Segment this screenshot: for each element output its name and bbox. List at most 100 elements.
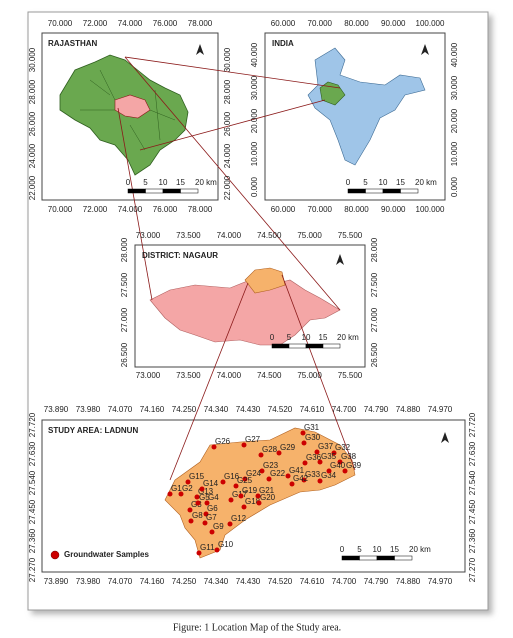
sample-point xyxy=(285,473,291,479)
scale-label: 10 xyxy=(159,178,168,187)
y-tick-label: 27.000 xyxy=(370,307,379,332)
scale-label: 15 xyxy=(390,545,399,554)
scale-label: 0 xyxy=(346,178,351,187)
sample-point xyxy=(289,481,295,487)
x-tick-label: 74.520 xyxy=(268,577,293,586)
scale-label: 15 xyxy=(319,333,328,342)
sample-point xyxy=(196,550,202,556)
scale-label: 15 xyxy=(176,178,185,187)
scale-label: 20 km xyxy=(409,545,431,554)
scale-label: 10 xyxy=(373,545,382,554)
x-tick-label: 74.250 xyxy=(172,577,197,586)
sample-label: G36 xyxy=(306,453,322,462)
sample-point xyxy=(300,430,306,436)
x-tick-label: 74.700 xyxy=(332,577,357,586)
sample-point xyxy=(209,529,215,535)
y-tick-label: 28.000 xyxy=(28,79,37,104)
sample-label: G7 xyxy=(206,513,217,522)
sample-label: G28 xyxy=(262,445,278,454)
x-tick-label: 70.000 xyxy=(308,19,333,28)
x-tick-label: 90.000 xyxy=(381,19,406,28)
y-tick-label: 40.000 xyxy=(450,42,459,67)
sample-point xyxy=(317,459,323,465)
caption: Figure: 1 Location Map of the Study area… xyxy=(173,622,341,633)
sample-label: G11 xyxy=(200,543,215,552)
scale-segment xyxy=(376,555,395,561)
scale-segment xyxy=(382,188,401,194)
sample-label: G40 xyxy=(330,461,346,470)
sample-point xyxy=(199,486,205,492)
x-tick-label: 70.000 xyxy=(48,19,73,28)
scale-segment xyxy=(322,343,341,349)
x-tick-label: 70.000 xyxy=(48,205,73,214)
x-tick-label: 74.700 xyxy=(332,405,357,414)
y-tick-label: 27.360 xyxy=(28,528,37,553)
sample-label: G27 xyxy=(245,435,261,444)
sample-label: G29 xyxy=(280,443,296,452)
x-tick-label: 74.000 xyxy=(118,205,143,214)
y-tick-label: 22.000 xyxy=(223,175,232,200)
x-tick-label: 74.160 xyxy=(140,405,165,414)
sample-label: G34 xyxy=(321,471,337,480)
y-tick-label: 27.720 xyxy=(468,412,477,437)
scale-segment xyxy=(145,188,164,194)
sample-label: G14 xyxy=(203,479,219,488)
sample-label: G21 xyxy=(259,486,275,495)
x-tick-label: 100.000 xyxy=(416,19,445,28)
y-tick-label: 24.000 xyxy=(28,143,37,168)
sample-point xyxy=(211,444,217,450)
sample-point xyxy=(194,494,200,500)
sample-point xyxy=(178,491,184,497)
x-tick-label: 78.000 xyxy=(188,205,213,214)
north-arrow xyxy=(336,254,344,265)
sample-point xyxy=(331,450,337,456)
scale-label: 0 xyxy=(270,333,275,342)
y-tick-label: 27.000 xyxy=(120,307,129,332)
scale-label: 0 xyxy=(126,178,131,187)
panel-title: RAJASTHAN xyxy=(48,39,98,48)
x-tick-label: 74.880 xyxy=(396,577,421,586)
sample-label: G32 xyxy=(335,443,351,452)
y-tick-label: 27.540 xyxy=(28,470,37,495)
x-tick-label: 74.250 xyxy=(172,405,197,414)
legend-label: Groundwater Samples xyxy=(64,550,149,559)
x-tick-label: 75.000 xyxy=(297,231,322,240)
x-tick-label: 74.070 xyxy=(108,577,133,586)
x-tick-label: 76.000 xyxy=(153,19,178,28)
scale-label: 20 km xyxy=(337,333,359,342)
sample-point xyxy=(241,442,247,448)
x-tick-label: 74.790 xyxy=(364,405,389,414)
scale-segment xyxy=(180,188,199,194)
y-tick-label: 20.000 xyxy=(250,108,259,133)
sample-label: G39 xyxy=(346,461,362,470)
y-tick-label: 20.000 xyxy=(450,108,459,133)
sample-label: G37 xyxy=(318,442,334,451)
x-tick-label: 74.610 xyxy=(300,405,325,414)
y-tick-label: 28.000 xyxy=(370,237,379,262)
scale-label: 20 km xyxy=(415,178,437,187)
sample-label: G25 xyxy=(237,476,253,485)
x-tick-label: 74.430 xyxy=(236,577,261,586)
sample-point xyxy=(195,500,201,506)
y-tick-label: 27.630 xyxy=(28,441,37,466)
scale-label: 5 xyxy=(357,545,362,554)
y-tick-label: 0.000 xyxy=(450,176,459,197)
x-tick-label: 74.070 xyxy=(108,405,133,414)
scale-segment xyxy=(341,555,360,561)
sample-point xyxy=(326,468,332,474)
x-tick-label: 75.000 xyxy=(297,371,322,380)
scale-label: 10 xyxy=(302,333,311,342)
x-tick-label: 74.000 xyxy=(118,19,143,28)
sample-label: G20 xyxy=(260,493,276,502)
x-tick-label: 74.000 xyxy=(217,371,242,380)
sample-point xyxy=(301,477,307,483)
panel-title: DISTRICT: NAGAUR xyxy=(142,251,218,260)
scale-label: 15 xyxy=(396,178,405,187)
sample-point xyxy=(204,500,210,506)
y-tick-label: 28.000 xyxy=(120,237,129,262)
sample-point xyxy=(241,504,247,510)
sample-point xyxy=(214,547,220,553)
scale-label: 5 xyxy=(287,333,292,342)
x-tick-label: 74.610 xyxy=(300,577,325,586)
panel-title: STUDY AREA: LADNUN xyxy=(48,426,138,435)
